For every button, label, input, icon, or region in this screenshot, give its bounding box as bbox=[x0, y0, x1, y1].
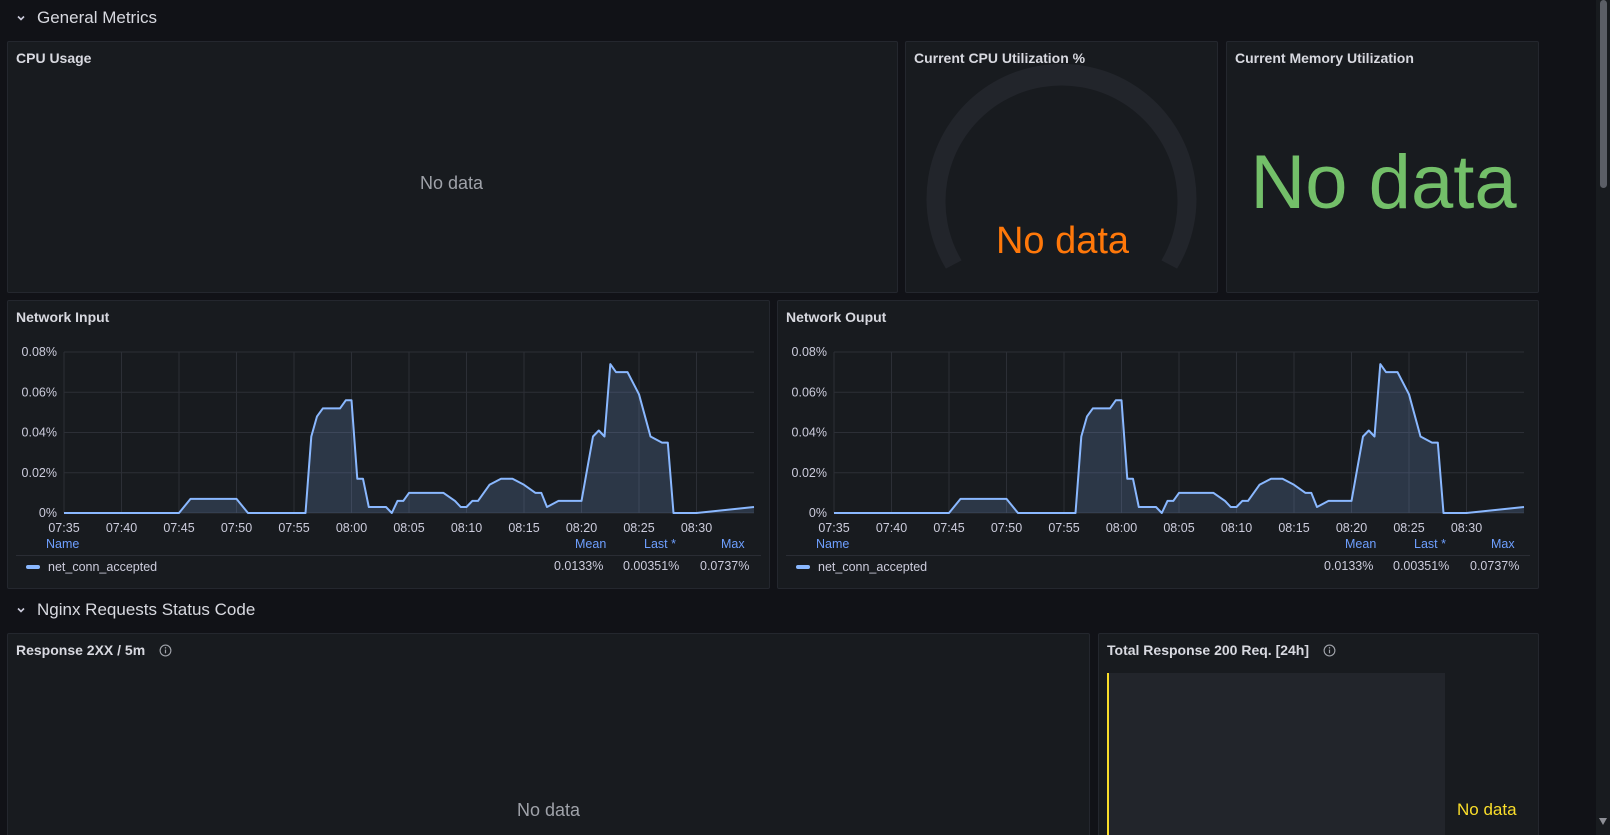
y-tick-label: 0% bbox=[39, 506, 57, 520]
panel-title: Current CPU Utilization % bbox=[914, 50, 1086, 66]
x-tick-label: 07:50 bbox=[991, 521, 1022, 535]
info-icon[interactable] bbox=[159, 644, 172, 657]
x-tick-label: 08:10 bbox=[1221, 521, 1252, 535]
y-tick-label: 0.06% bbox=[22, 385, 57, 399]
x-tick-label: 08:00 bbox=[1106, 521, 1137, 535]
legend-last-value: 0.00351% bbox=[1393, 559, 1450, 573]
x-tick-label: 08:10 bbox=[451, 521, 482, 535]
x-tick-label: 07:55 bbox=[278, 521, 309, 535]
x-tick-label: 08:20 bbox=[1336, 521, 1367, 535]
y-tick-label: 0.08% bbox=[792, 345, 827, 359]
x-tick-label: 08:30 bbox=[681, 521, 712, 535]
legend-header-max[interactable]: Max bbox=[721, 537, 745, 551]
info-icon[interactable] bbox=[1323, 644, 1336, 657]
y-tick-label: 0.02% bbox=[22, 466, 57, 480]
x-tick-label: 08:15 bbox=[1278, 521, 1309, 535]
x-tick-label: 07:50 bbox=[221, 521, 252, 535]
x-tick-label: 08:25 bbox=[623, 521, 654, 535]
x-tick-label: 07:40 bbox=[876, 521, 907, 535]
legend-series-name: net_conn_accepted bbox=[818, 559, 928, 574]
sparkline-area bbox=[1107, 673, 1445, 835]
panel-title: Response 2XX / 5m bbox=[16, 642, 146, 658]
gauge-track bbox=[926, 63, 1197, 269]
scroll-down-arrow-icon[interactable] bbox=[1599, 818, 1607, 825]
y-tick-label: 0.08% bbox=[22, 345, 57, 359]
panel-response-2xx[interactable]: Response 2XX / 5m No data bbox=[7, 633, 1090, 835]
legend-header-mean[interactable]: Mean bbox=[575, 537, 607, 551]
stat-value-text: No data bbox=[1250, 140, 1517, 225]
x-tick-label: 08:30 bbox=[1451, 521, 1482, 535]
panel-network-input[interactable]: Network Input 0% 0.02% 0.04% 0.06% 0.08% 07:3… bbox=[7, 300, 770, 589]
stat-value-text: No data bbox=[1457, 800, 1517, 819]
x-tick-label: 08:05 bbox=[393, 521, 424, 535]
y-tick-label: 0.02% bbox=[792, 466, 827, 480]
row-header-general-metrics[interactable]: General Metrics bbox=[0, 1, 157, 35]
panel-title: Current Memory Utilization bbox=[1235, 50, 1414, 66]
y-tick-label: 0% bbox=[809, 506, 827, 520]
chevron-down-icon[interactable] bbox=[11, 600, 31, 620]
legend-header-name[interactable]: Name bbox=[46, 537, 80, 551]
legend-mean-value: 0.0133% bbox=[1324, 559, 1374, 573]
legend-header-last[interactable]: Last * bbox=[644, 537, 676, 551]
x-tick-label: 07:45 bbox=[933, 521, 964, 535]
panel-memory-utilization[interactable]: Current Memory Utilization No data bbox=[1226, 41, 1539, 293]
legend-series-name: net_conn_accepted bbox=[48, 559, 158, 574]
panel-total-response-200[interactable]: Total Response 200 Req. [24h] No data bbox=[1098, 633, 1539, 835]
row-title: Nginx Requests Status Code bbox=[37, 600, 256, 619]
chevron-down-icon[interactable] bbox=[11, 8, 31, 28]
legend-header-name[interactable]: Name bbox=[816, 537, 850, 551]
row-header-nginx-requests[interactable]: Nginx Requests Status Code bbox=[0, 593, 255, 627]
y-tick-label: 0.06% bbox=[792, 385, 827, 399]
series-area-fill bbox=[64, 364, 754, 513]
panel-title: Network Input bbox=[16, 309, 110, 325]
x-tick-label: 08:20 bbox=[566, 521, 597, 535]
series-color-swatch bbox=[796, 564, 810, 569]
panel-network-output[interactable]: Network Ouput 0% 0.02% 0.04% 0.06% 0.08% 07:3… bbox=[777, 300, 1539, 589]
legend-last-value: 0.00351% bbox=[623, 559, 680, 573]
y-tick-label: 0.04% bbox=[792, 426, 827, 440]
x-tick-label: 08:15 bbox=[508, 521, 539, 535]
x-tick-label: 07:40 bbox=[106, 521, 137, 535]
x-tick-label: 07:35 bbox=[818, 521, 849, 535]
legend-row[interactable]: net_conn_accepted 0.0133% 0.00351% 0.073… bbox=[786, 555, 1530, 577]
series-area-fill bbox=[834, 364, 1524, 513]
network-output-chart: 0% 0.02% 0.04% 0.06% 0.08% 07:35 07:40 07:45 07:… bbox=[792, 345, 1525, 535]
legend-max-value: 0.0737% bbox=[700, 559, 750, 573]
legend-header-last[interactable]: Last * bbox=[1414, 537, 1446, 551]
panel-cpu-usage[interactable]: CPU Usage No data bbox=[7, 41, 898, 293]
x-tick-label: 08:25 bbox=[1393, 521, 1424, 535]
gauge-value-text: No data bbox=[995, 220, 1130, 262]
x-tick-label: 07:55 bbox=[1048, 521, 1079, 535]
legend-max-value: 0.0737% bbox=[1470, 559, 1520, 573]
x-tick-label: 07:35 bbox=[48, 521, 79, 535]
panel-title-wrap: Response 2XX / 5m bbox=[16, 642, 172, 658]
series-color-swatch bbox=[26, 564, 40, 569]
no-data-text: No data bbox=[517, 800, 581, 820]
y-tick-label: 0.04% bbox=[22, 426, 57, 440]
x-tick-label: 08:00 bbox=[336, 521, 367, 535]
panel-title: Total Response 200 Req. [24h] bbox=[1107, 642, 1310, 658]
legend-header-max[interactable]: Max bbox=[1491, 537, 1515, 551]
series-line bbox=[834, 363, 1525, 514]
no-data-text: No data bbox=[420, 173, 484, 193]
x-tick-label: 08:05 bbox=[1163, 521, 1194, 535]
legend-header-mean[interactable]: Mean bbox=[1345, 537, 1377, 551]
panel-title-wrap: Total Response 200 Req. [24h] bbox=[1107, 642, 1336, 658]
page-scrollbar[interactable] bbox=[1596, 0, 1610, 835]
scrollbar-thumb[interactable] bbox=[1600, 0, 1607, 188]
network-input-chart: 0% 0.02% 0.04% 0.06% 0.08% 07:35 07:40 07:45 07:… bbox=[22, 345, 755, 535]
legend-row[interactable]: net_conn_accepted 0.0133% 0.00351% 0.073… bbox=[16, 555, 761, 577]
panel-title: Network Ouput bbox=[786, 309, 887, 325]
panel-title: CPU Usage bbox=[16, 50, 92, 66]
series-line bbox=[64, 363, 755, 514]
x-tick-label: 07:45 bbox=[163, 521, 194, 535]
row-title: General Metrics bbox=[37, 8, 157, 27]
legend-mean-value: 0.0133% bbox=[554, 559, 604, 573]
panel-cpu-utilization[interactable]: Current CPU Utilization % No data bbox=[905, 41, 1218, 293]
